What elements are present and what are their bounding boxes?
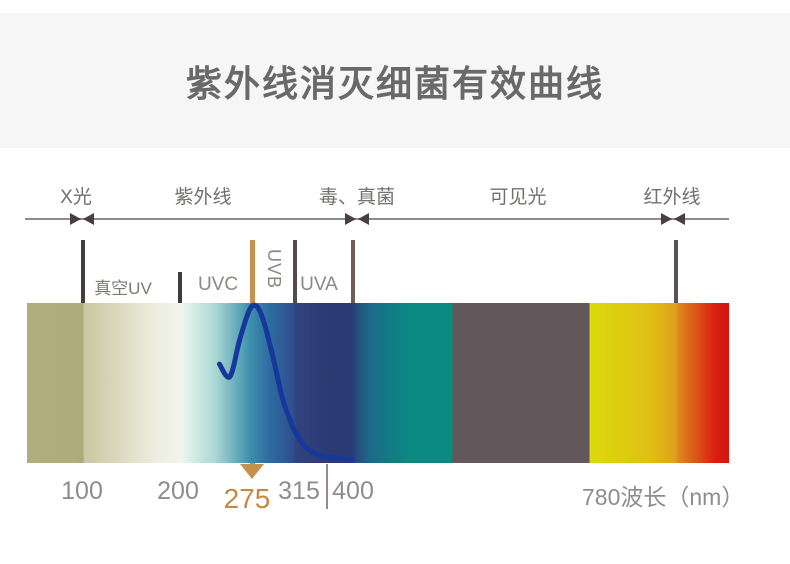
region-label-virus-fungi: 毒、真菌 xyxy=(318,187,396,208)
peak-down-arrow-icon xyxy=(240,464,264,479)
band-label-uvc: UVC xyxy=(197,274,239,295)
spectrum-bar xyxy=(27,303,729,463)
band-label-uvb: UVB xyxy=(264,249,284,290)
spectrum-axis-line xyxy=(25,218,729,220)
tick-275-highlight: 275 xyxy=(223,483,271,514)
region-label-infrared: 红外线 xyxy=(643,187,701,208)
tick-100: 100 xyxy=(61,477,103,505)
axis-bowtie-marker-icon xyxy=(345,213,369,225)
title-band: 紫外线消灭细菌有效曲线 xyxy=(0,13,790,148)
band-label-vacuum-uv: 真空UV xyxy=(94,279,152,298)
region-label-xray: X光 xyxy=(60,187,92,208)
band-label-uva: UVA xyxy=(300,274,338,295)
tick-divider-line xyxy=(326,464,328,509)
tick-200: 200 xyxy=(157,477,199,505)
axis-unit-label: 780波长（nm） xyxy=(582,484,745,510)
region-label-ultraviolet: 紫外线 xyxy=(174,187,232,208)
page-title: 紫外线消灭细菌有效曲线 xyxy=(185,62,604,104)
axis-bowtie-marker-icon xyxy=(661,213,685,225)
axis-bowtie-marker-icon xyxy=(70,213,94,225)
region-label-visible: 可见光 xyxy=(489,187,547,208)
tick-400: 400 xyxy=(332,477,374,505)
tick-315: 315 xyxy=(278,477,320,505)
